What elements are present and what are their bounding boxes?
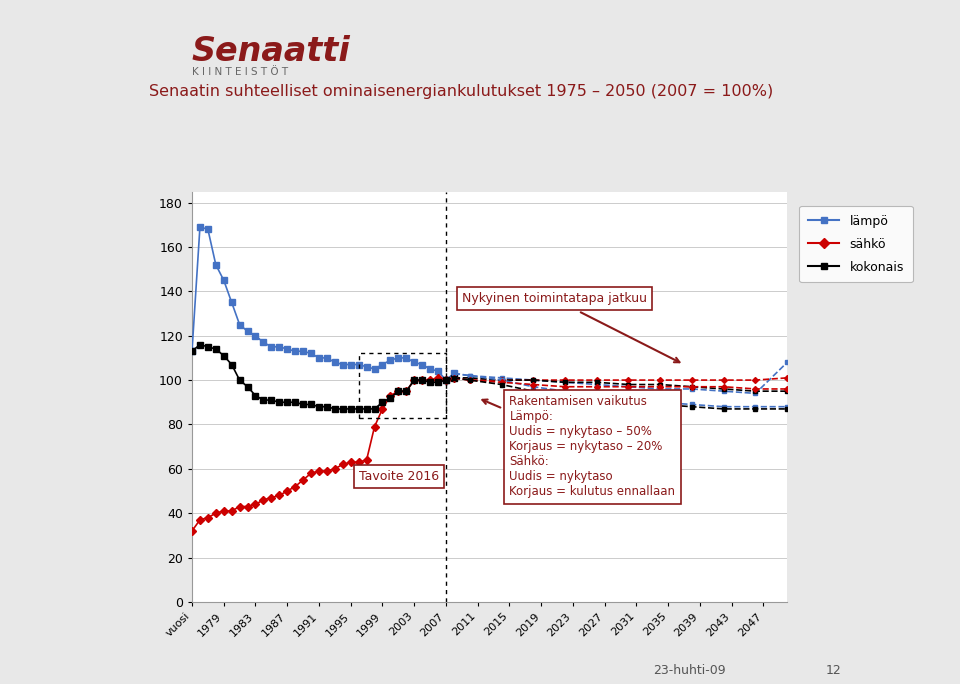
Bar: [359, 354, 446, 418]
Text: Nykyinen toimintatapa jatkuu: Nykyinen toimintatapa jatkuu: [462, 293, 680, 363]
Legend: lämpö, sähkö, kokonais: lämpö, sähkö, kokonais: [800, 206, 913, 282]
Text: K I I N T E I S T Ö T: K I I N T E I S T Ö T: [192, 67, 288, 77]
Text: Rakentamisen vaikutus
Lämpö:
Uudis = nykytaso – 50%
Korjaus = nykytaso – 20%
Säh: Rakentamisen vaikutus Lämpö: Uudis = nyk…: [482, 395, 676, 499]
Text: 23-huhti-09: 23-huhti-09: [653, 663, 726, 676]
Text: Senaatti: Senaatti: [192, 35, 350, 68]
Text: Tavoite 2016: Tavoite 2016: [359, 470, 439, 483]
Text: Senaatin suhteelliset ominaisenergiankulutukset 1975 – 2050 (2007 = 100%): Senaatin suhteelliset ominaisenergiankul…: [149, 84, 773, 99]
Text: 12: 12: [826, 663, 841, 676]
